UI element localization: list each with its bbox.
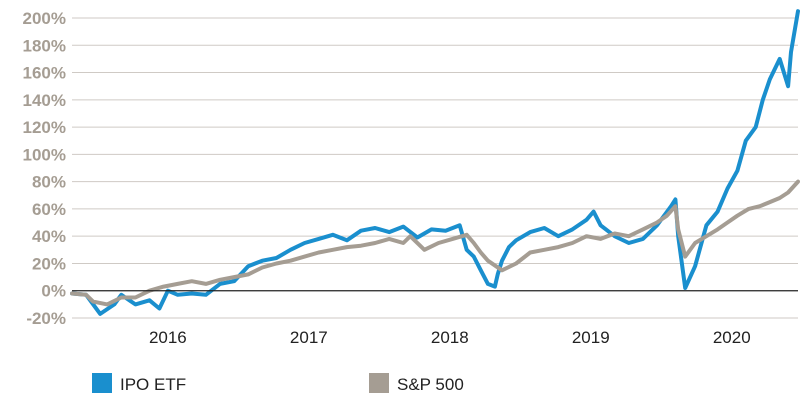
legend-label: S&P 500 bbox=[397, 375, 464, 394]
y-tick-label: 20% bbox=[32, 254, 66, 273]
y-tick-label: 120% bbox=[23, 118, 66, 137]
x-tick-label: 2017 bbox=[290, 328, 328, 347]
x-tick-label: 2016 bbox=[149, 328, 187, 347]
y-tick-label: 0% bbox=[41, 282, 66, 301]
series-line-s-p-500 bbox=[70, 179, 800, 307]
series-line-ipo-etf bbox=[70, 9, 800, 316]
legend-swatch bbox=[92, 373, 112, 393]
y-tick-label: 140% bbox=[23, 91, 66, 110]
plot-area bbox=[70, 9, 800, 316]
y-axis: -20% 0% 20% 40% 60% 80% 100% 120% 140% 160% 180% 20… bbox=[23, 9, 66, 328]
y-tick-label: 80% bbox=[32, 173, 66, 192]
y-tick-label: 180% bbox=[23, 36, 66, 55]
legend-swatch bbox=[369, 373, 389, 393]
x-axis: 2016 2017 2018 2019 2020 bbox=[149, 328, 751, 347]
y-tick-label: 200% bbox=[23, 9, 66, 28]
y-tick-label: 40% bbox=[32, 227, 66, 246]
x-tick-label: 2020 bbox=[713, 328, 751, 347]
x-tick-label: 2019 bbox=[572, 328, 610, 347]
gridlines bbox=[72, 17, 798, 319]
x-tick-label: 2018 bbox=[431, 328, 469, 347]
y-tick-label: 100% bbox=[23, 145, 66, 164]
y-tick-label: -20% bbox=[26, 309, 66, 328]
y-tick-label: 160% bbox=[23, 64, 66, 83]
legend-label: IPO ETF bbox=[120, 375, 186, 394]
y-tick-label: 60% bbox=[32, 200, 66, 219]
legend: IPO ETF S&P 500 bbox=[92, 373, 464, 394]
